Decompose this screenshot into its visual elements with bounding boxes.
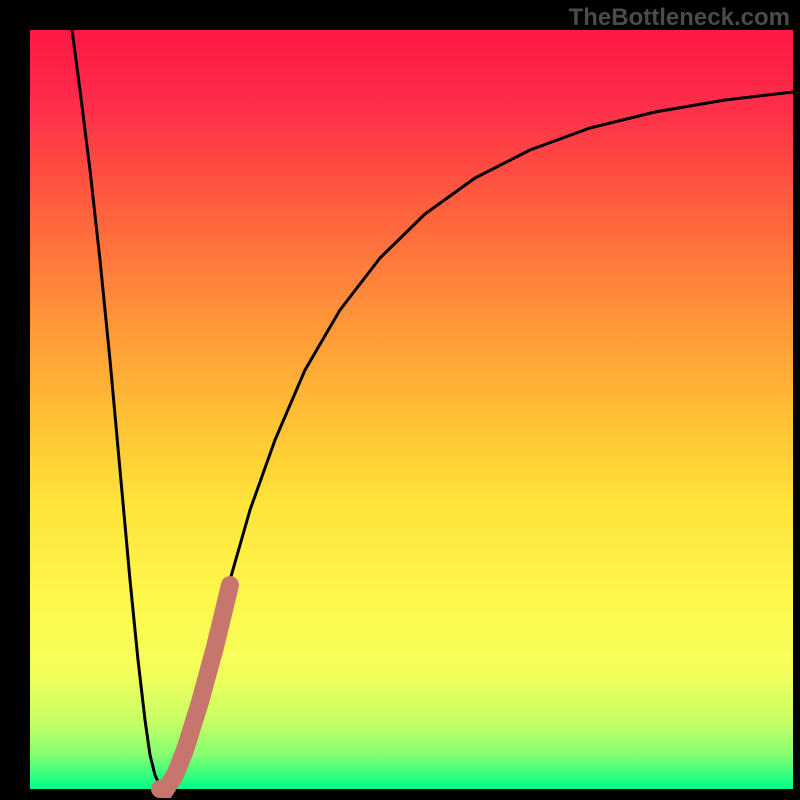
curve-layer (0, 0, 800, 800)
bottleneck-curve (72, 30, 793, 789)
highlight-segment (160, 585, 230, 789)
chart-container: TheBottleneck.com (0, 0, 800, 800)
watermark-text: TheBottleneck.com (569, 4, 790, 32)
